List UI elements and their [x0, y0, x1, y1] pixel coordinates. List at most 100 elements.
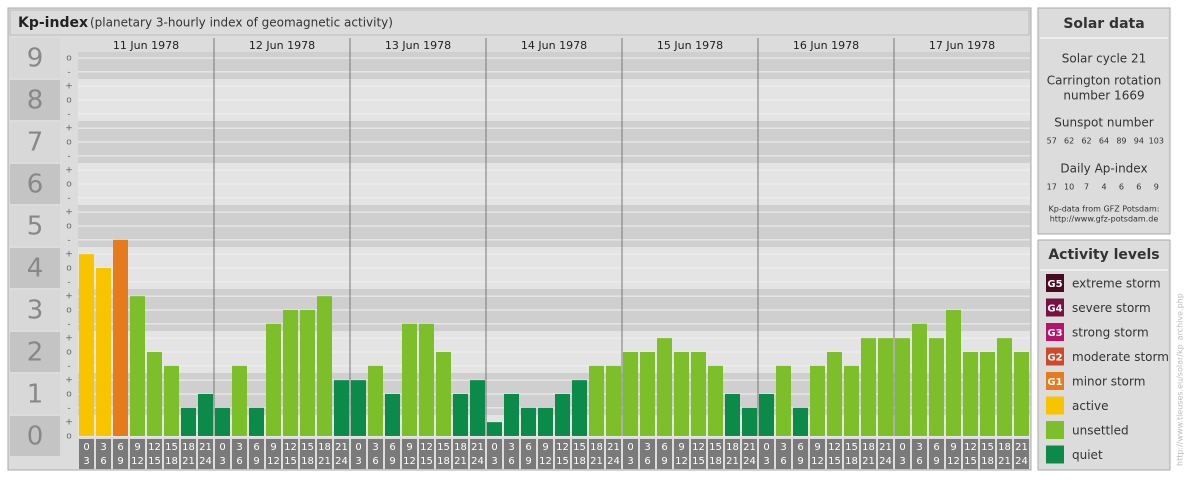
- y-label-box: [10, 38, 60, 78]
- hour-label: 6: [508, 456, 514, 467]
- hour-label: 9: [661, 456, 667, 467]
- ap-value: 9: [1154, 183, 1159, 192]
- legend-label: strong storm: [1072, 326, 1149, 340]
- hour-label: 18: [573, 456, 586, 467]
- hour-label: 18: [845, 456, 858, 467]
- hour-box: [725, 439, 740, 469]
- hour-label: 6: [525, 442, 531, 453]
- y-label-box: [10, 122, 60, 162]
- hour-box: [555, 439, 570, 469]
- legend-swatch: [1046, 274, 1064, 292]
- minor-tick-label: -: [67, 151, 70, 161]
- hour-label: 6: [933, 442, 939, 453]
- hour-box: [113, 439, 128, 469]
- hour-label: 18: [981, 456, 994, 467]
- hour-label: 0: [627, 442, 633, 453]
- y-tick-label: 8: [27, 86, 44, 116]
- minor-tick-label: o: [66, 390, 72, 400]
- solar-title: Solar data: [1063, 16, 1144, 32]
- y-label-box: [10, 164, 60, 204]
- bar: [368, 365, 383, 436]
- hour-label: 12: [964, 442, 977, 453]
- hour-label: 24: [335, 456, 348, 467]
- bar: [487, 422, 502, 436]
- hour-box: [283, 439, 298, 469]
- hour-label: 12: [556, 442, 569, 453]
- minor-tick-label: -: [67, 403, 70, 413]
- hour-label: 18: [726, 442, 739, 453]
- source: http://www.gfz-potsdam.de: [1050, 215, 1159, 224]
- hour-label: 18: [709, 456, 722, 467]
- y-tick-label: 6: [27, 170, 44, 200]
- hour-label: 21: [199, 442, 212, 453]
- hour-box: [589, 439, 604, 469]
- sunspot-value: 94: [1134, 137, 1144, 146]
- sunspot-value: 64: [1099, 137, 1109, 146]
- minor-tick-label: o: [66, 306, 72, 316]
- legend-swatch: [1046, 323, 1064, 341]
- hour-box: [929, 439, 944, 469]
- hour-label: 15: [828, 456, 841, 467]
- day-label: 14 Jun 1978: [521, 39, 587, 52]
- bar: [912, 323, 927, 436]
- sunspot-value: 62: [1064, 137, 1074, 146]
- y-tick-label: 0: [27, 422, 44, 452]
- hour-label: 9: [797, 456, 803, 467]
- hour-label: 24: [743, 456, 756, 467]
- legend-badge: G3: [1047, 328, 1062, 339]
- minor-tick-label: +: [65, 376, 73, 386]
- hour-label: 21: [862, 456, 875, 467]
- bar: [198, 394, 213, 436]
- bar: [181, 407, 196, 436]
- hour-label: 3: [916, 442, 922, 453]
- hour-box: [521, 439, 536, 469]
- hour-box: [504, 439, 519, 469]
- minor-tick-label: +: [65, 208, 73, 218]
- hour-label: 15: [420, 456, 433, 467]
- legend-label: quiet: [1072, 448, 1103, 462]
- hour-label: 18: [165, 456, 178, 467]
- hour-label: 21: [1015, 442, 1028, 453]
- activity-title: Activity levels: [1048, 247, 1159, 263]
- hour-label: 12: [811, 456, 824, 467]
- day-label: 17 Jun 1978: [929, 39, 995, 52]
- hour-label: 15: [964, 456, 977, 467]
- day-header: [894, 38, 1030, 52]
- minor-tick-label: -: [67, 319, 70, 329]
- legend-badge: G2: [1047, 353, 1062, 364]
- hour-label: 12: [539, 456, 552, 467]
- hour-box: [606, 439, 621, 469]
- hour-label: 18: [998, 442, 1011, 453]
- bar: [334, 380, 349, 436]
- bar: [266, 323, 281, 436]
- hour-label: 15: [981, 442, 994, 453]
- hour-label: 6: [100, 456, 106, 467]
- hour-label: 12: [131, 456, 144, 467]
- hour-label: 3: [780, 442, 786, 453]
- hour-box: [538, 439, 553, 469]
- hour-box: [572, 439, 587, 469]
- bar: [555, 394, 570, 436]
- hour-label: 15: [284, 456, 297, 467]
- ap-value: 17: [1047, 183, 1057, 192]
- legend-label: severe storm: [1072, 301, 1151, 315]
- minor-tick-label: +: [65, 124, 73, 134]
- bar: [1014, 352, 1029, 436]
- hour-label: 21: [998, 456, 1011, 467]
- hour-box: [487, 439, 502, 469]
- hour-label: 3: [627, 456, 633, 467]
- hour-box: [215, 439, 230, 469]
- bar: [130, 296, 145, 436]
- hour-box: [249, 439, 264, 469]
- hour-label: 21: [607, 442, 620, 453]
- bar: [725, 394, 740, 436]
- hour-label: 9: [389, 456, 395, 467]
- hour-box: [963, 439, 978, 469]
- day-header: [78, 38, 214, 52]
- bar: [861, 338, 876, 436]
- day-label: 11 Jun 1978: [113, 39, 179, 52]
- hour-label: 9: [270, 442, 276, 453]
- hour-label: 6: [797, 442, 803, 453]
- hour-box: [708, 439, 723, 469]
- hour-label: 21: [182, 456, 195, 467]
